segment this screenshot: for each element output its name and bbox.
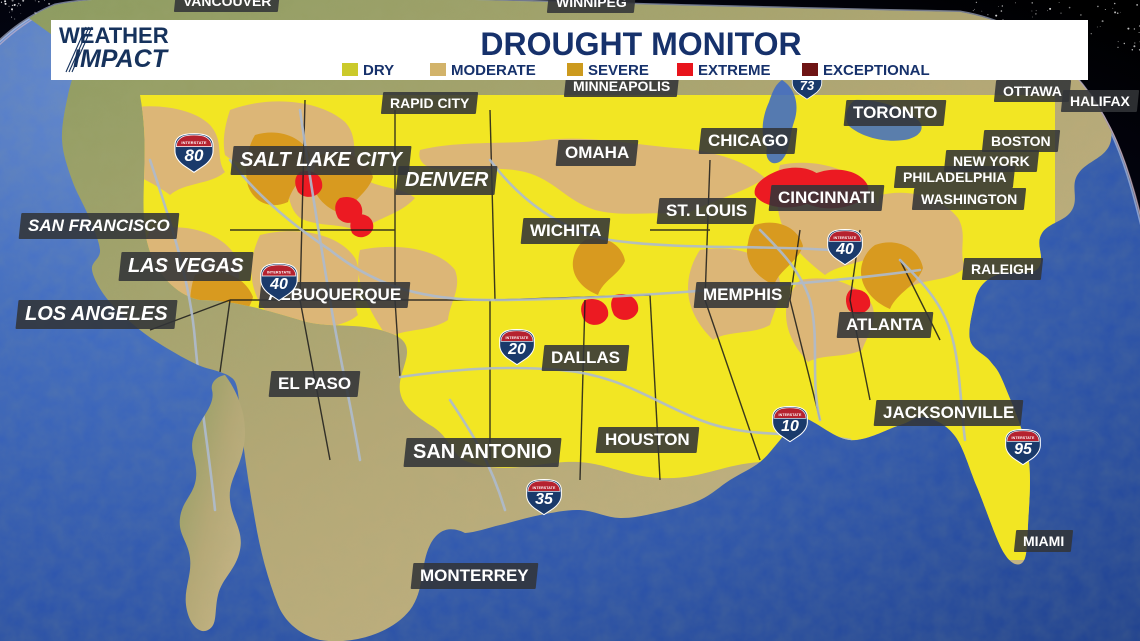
svg-text:73: 73 [800, 78, 815, 93]
svg-text:20: 20 [507, 341, 526, 358]
svg-text:95: 95 [1014, 441, 1033, 458]
svg-text:40: 40 [269, 276, 288, 293]
svg-text:80: 80 [185, 146, 204, 165]
svg-text:10: 10 [781, 418, 799, 435]
svg-text:35: 35 [535, 491, 554, 508]
svg-text:IMPACT: IMPACT [73, 45, 170, 73]
svg-text:40: 40 [835, 241, 854, 258]
